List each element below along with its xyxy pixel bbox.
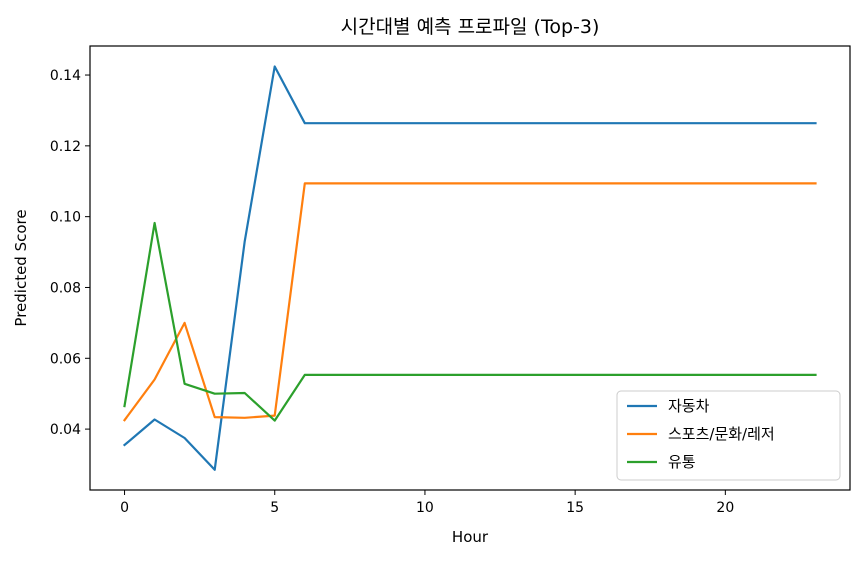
legend-label-0: 자동차	[668, 397, 710, 415]
legend-label-2: 유통	[668, 453, 696, 471]
y-tick-label: 0.10	[50, 210, 81, 226]
chart-title: 시간대별 예측 프로파일 (Top-3)	[341, 16, 600, 38]
series-line-1	[122, 182, 817, 422]
legend-box	[616, 390, 841, 481]
plot-frame	[89, 45, 851, 491]
series-line-2	[123, 221, 817, 422]
x-tick-label: 10	[416, 500, 434, 516]
y-tick-label: 0.08	[50, 280, 81, 296]
x-tick-label: 5	[270, 500, 279, 516]
y-axis-label: Predicted Score	[12, 209, 30, 326]
legend-label-1: 스포츠/문화/레저	[668, 425, 775, 443]
x-tick-label: 20	[716, 500, 734, 516]
y-tick-label: 0.14	[50, 68, 81, 84]
series-group	[122, 65, 817, 471]
x-axis-label: Hour	[452, 528, 489, 546]
y-tick-label: 0.04	[50, 422, 81, 438]
y-tick-label: 0.06	[50, 351, 81, 367]
x-tick-label: 15	[566, 500, 584, 516]
y-axis-ticks: 0.04 0.06 0.08 0.10 0.12 0.14	[50, 68, 90, 438]
x-tick-label: 0	[120, 500, 129, 516]
series-line-0	[122, 65, 817, 471]
y-tick-label: 0.12	[50, 139, 81, 155]
x-axis-ticks: 0 5 10 15 20	[120, 490, 734, 516]
